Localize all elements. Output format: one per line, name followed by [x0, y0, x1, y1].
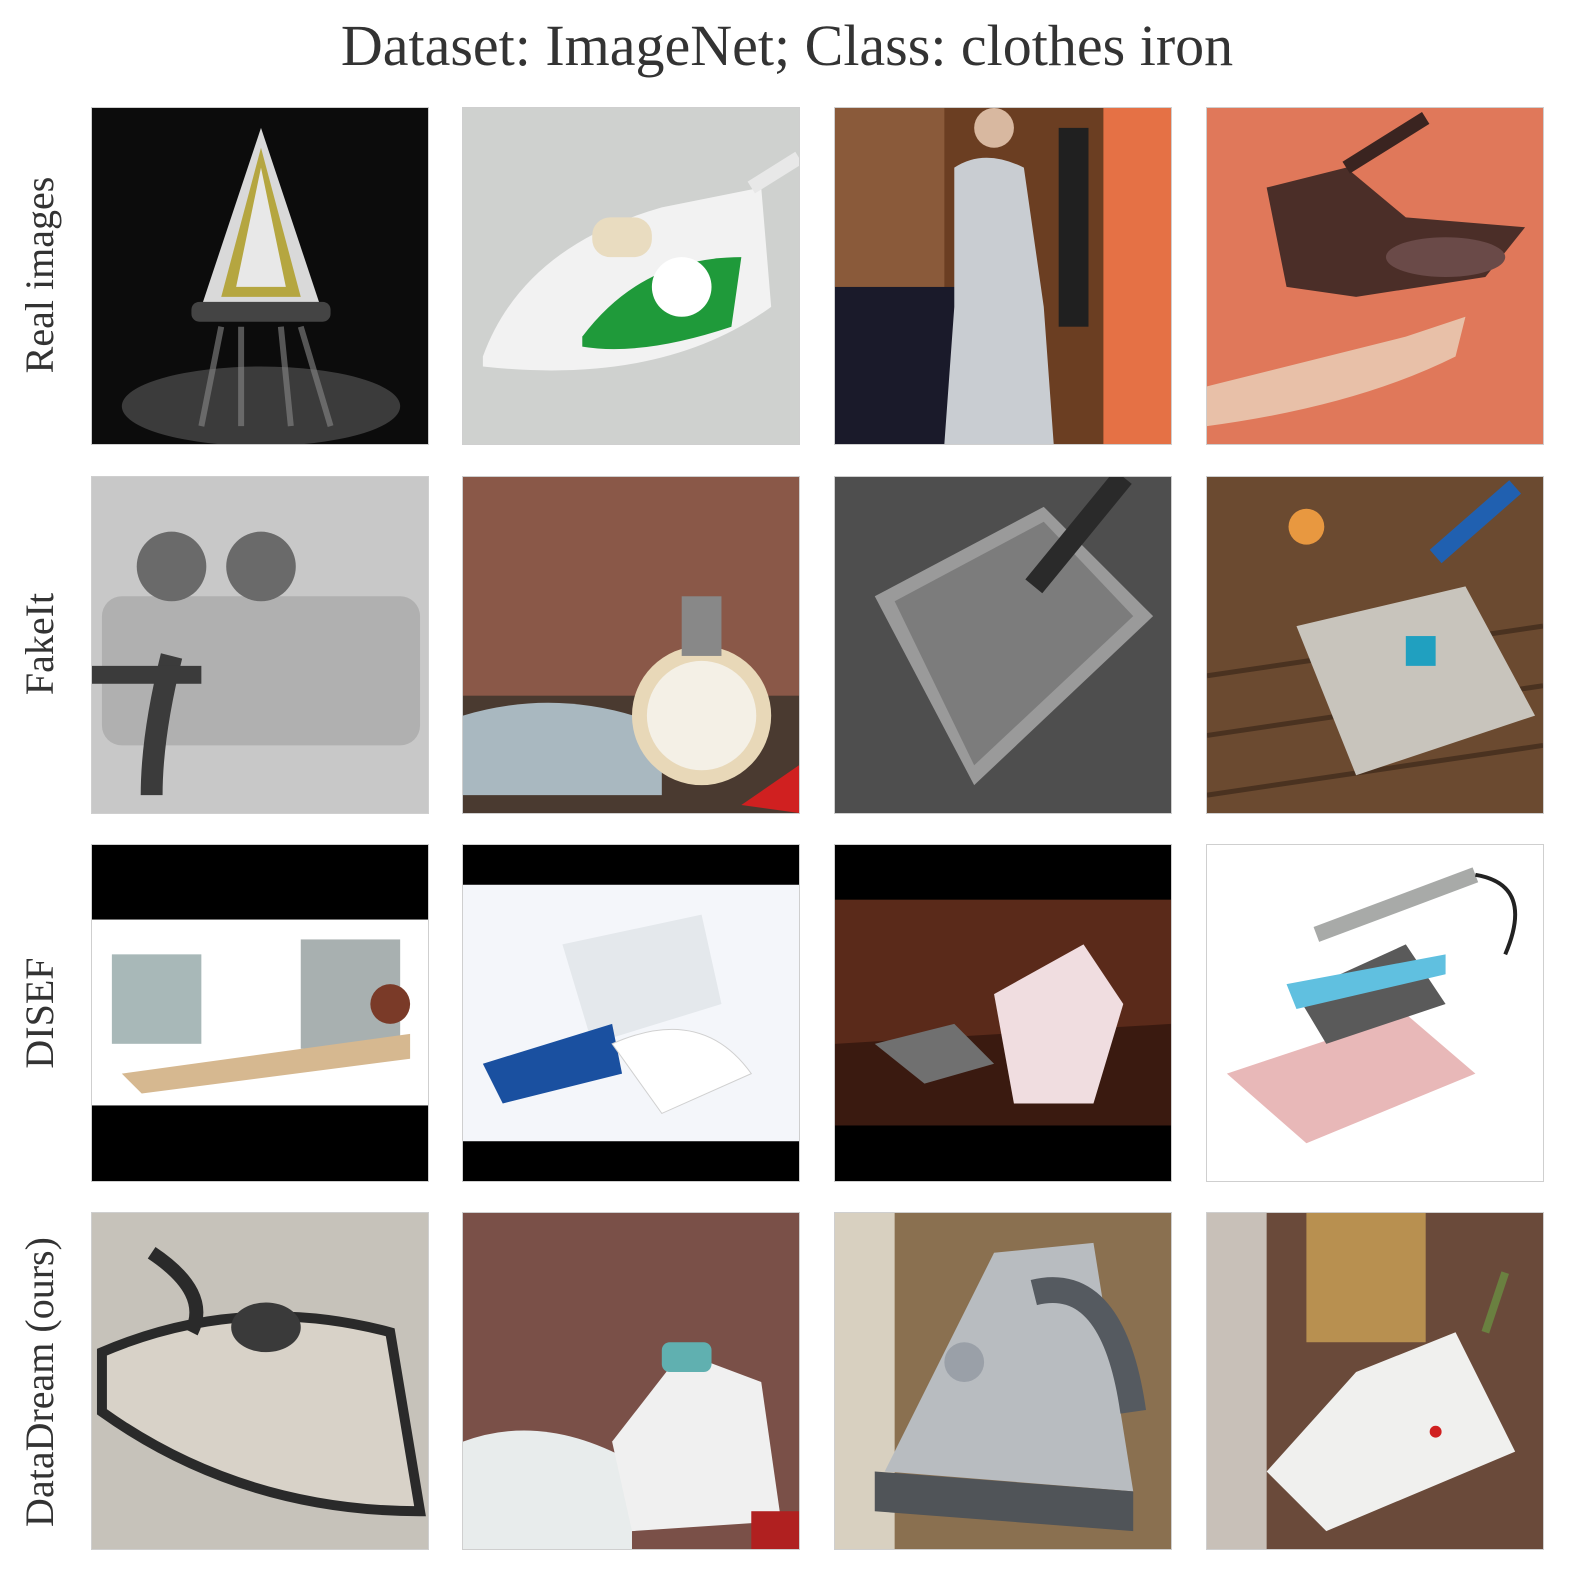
- image-disef-3: [834, 844, 1172, 1182]
- image-real-4: [1206, 107, 1544, 445]
- white-iron-room-image: [1207, 1213, 1543, 1549]
- vintage-scale-image: [463, 477, 799, 813]
- white-green-iron-photo: [463, 108, 799, 444]
- image-datadream-2: [462, 1212, 800, 1550]
- image-disef-2: [462, 844, 800, 1182]
- industrial-machine-image: [92, 845, 428, 1181]
- image-fakeit-1: [91, 476, 429, 814]
- row-label-fakeit: FakeIt: [17, 592, 62, 696]
- image-real-1: [91, 107, 429, 445]
- image-fakeit-2: [462, 476, 800, 814]
- image-real-2: [462, 107, 800, 445]
- image-disef-4: [1206, 844, 1544, 1182]
- image-datadream-3: [834, 1212, 1172, 1550]
- image-datadream-4: [1206, 1212, 1544, 1550]
- iron-sketch-image: [92, 1213, 428, 1549]
- grey-machine-image: [92, 477, 428, 813]
- iron-steam-photo: [92, 108, 428, 444]
- image-real-3: [834, 107, 1172, 445]
- white-teal-iron-image: [463, 1213, 799, 1549]
- row-label-disef: DISEF: [17, 957, 62, 1069]
- image-datadream-1: [91, 1212, 429, 1550]
- cartoon-iron-image: [1207, 845, 1543, 1181]
- shirt-table-image: [835, 845, 1171, 1181]
- metal-tray-image: [835, 477, 1171, 813]
- row-label-datadream: DataDream (ours): [17, 1237, 62, 1527]
- white-blue-iron-image: [463, 845, 799, 1181]
- image-disef-1: [91, 844, 429, 1182]
- row-label-real-images: Real images: [17, 176, 62, 374]
- image-fakeit-4: [1206, 476, 1544, 814]
- hand-vintage-iron-photo: [1207, 108, 1543, 444]
- image-fakeit-3: [834, 476, 1172, 814]
- woman-ironing-photo: [835, 108, 1171, 444]
- silver-steam-iron-image: [835, 1213, 1171, 1549]
- machine-wood-floor-image: [1207, 477, 1543, 813]
- figure-title: Dataset: ImageNet; Class: clothes iron: [340, 13, 1234, 78]
